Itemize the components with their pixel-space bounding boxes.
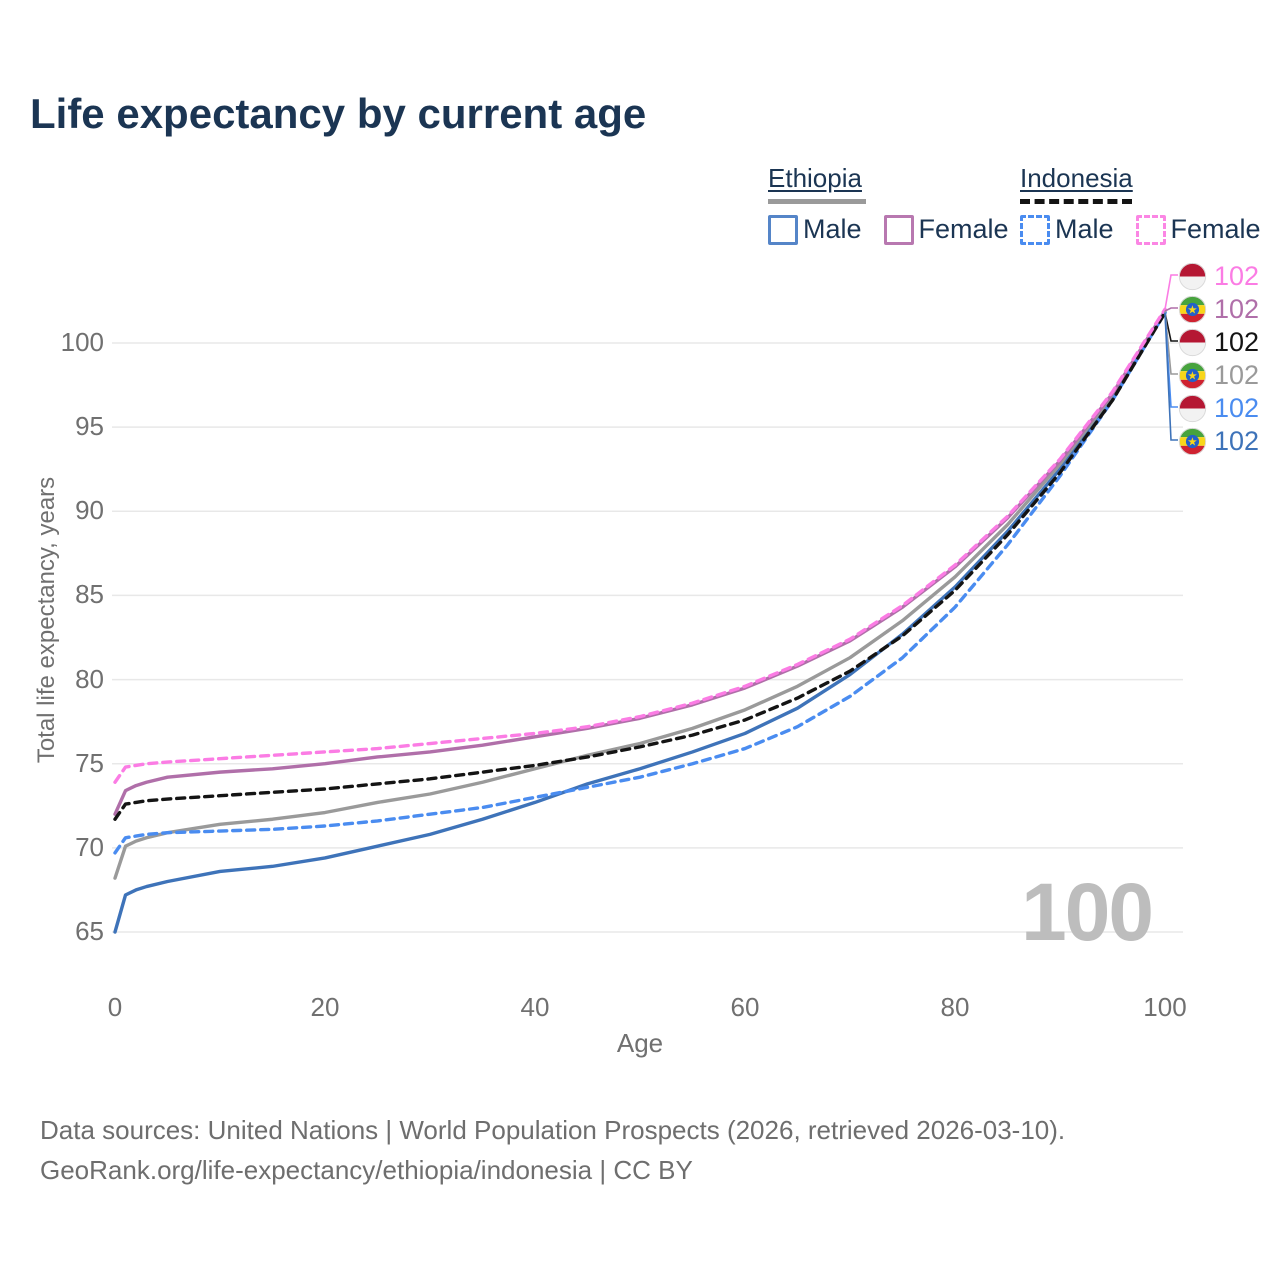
end-label-indonesia-female: 102 bbox=[1178, 261, 1259, 292]
legend-item-indonesia-male[interactable]: Male bbox=[1020, 214, 1114, 245]
legend-label-ethiopia-male: Male bbox=[803, 214, 862, 244]
end-label-indonesia-male: 102 bbox=[1178, 393, 1259, 424]
age-counter-watermark: 100 bbox=[1021, 867, 1154, 958]
series-line-indonesia-male bbox=[113, 311, 1167, 855]
x-tick-label: 40 bbox=[520, 992, 550, 1022]
legend-country-indonesia[interactable]: Indonesia bbox=[1020, 163, 1133, 193]
checkbox-indonesia-female[interactable] bbox=[1135, 214, 1166, 245]
series-line-indonesia-total bbox=[113, 311, 1167, 821]
footer-attribution: GeoRank.org/life-expectancy/ethiopia/ind… bbox=[40, 1155, 693, 1186]
footer: Data sources: United Nations | World Pop… bbox=[40, 1110, 1065, 1191]
end-label-ethiopia-total: ★ 102 bbox=[1178, 360, 1259, 391]
y-tick-label: 65 bbox=[75, 916, 104, 946]
ethiopia-flag-icon: ★ bbox=[1178, 427, 1207, 455]
end-label-leader-lines bbox=[1164, 274, 1178, 441]
end-label-indonesia-total: 102 bbox=[1178, 327, 1259, 358]
series-lines bbox=[113, 307, 1167, 934]
y-tick-label: 70 bbox=[75, 831, 104, 862]
leader-line bbox=[1164, 312, 1178, 342]
x-tick-label: 60 bbox=[730, 992, 760, 1022]
y-tick-label: 80 bbox=[75, 663, 104, 694]
x-tick-label: 20 bbox=[310, 992, 340, 1022]
x-tick-label: 100 bbox=[1143, 992, 1187, 1022]
x-axis-title: Age bbox=[616, 1028, 664, 1058]
indonesia-flag-icon bbox=[1178, 394, 1207, 422]
end-label-value: 102 bbox=[1214, 326, 1260, 357]
svg-text:★: ★ bbox=[1187, 369, 1197, 382]
checkbox-indonesia-male[interactable] bbox=[1020, 214, 1050, 245]
legend-line-sample-ethiopia bbox=[768, 199, 866, 204]
end-label-value: 102 bbox=[1214, 392, 1260, 423]
x-tick-label: 80 bbox=[940, 992, 970, 1022]
end-label-ethiopia-male: ★ 102 bbox=[1178, 426, 1259, 457]
indonesia-flag-icon bbox=[1178, 328, 1207, 356]
legend-row-indonesia: Male Female bbox=[1020, 214, 1280, 245]
page-title: Life expectancy by current age bbox=[30, 90, 647, 137]
leader-line bbox=[1164, 312, 1178, 441]
series-line-ethiopia-female bbox=[113, 309, 1167, 816]
checkbox-ethiopia-female[interactable] bbox=[883, 214, 914, 245]
leader-line bbox=[1164, 274, 1178, 310]
legend-item-ethiopia-female[interactable]: Female bbox=[883, 214, 1009, 245]
footer-data-sources: Data sources: United Nations | World Pop… bbox=[40, 1115, 1066, 1145]
end-label-value: 102 bbox=[1214, 293, 1260, 324]
end-label-value: 102 bbox=[1214, 260, 1260, 291]
legend-item-ethiopia-male[interactable]: Male bbox=[768, 214, 862, 245]
y-tick-label: 95 bbox=[75, 411, 104, 442]
x-tick-label: 0 bbox=[107, 992, 123, 1022]
legend-label-ethiopia-female: Female bbox=[918, 214, 1009, 244]
ethiopia-flag-icon: ★ bbox=[1178, 361, 1207, 389]
checkbox-ethiopia-male[interactable] bbox=[768, 214, 798, 245]
indonesia-flag-icon bbox=[1178, 262, 1207, 290]
svg-text:★: ★ bbox=[1187, 435, 1197, 448]
legend-label-indonesia-female: Female bbox=[1170, 214, 1261, 244]
series-line-ethiopia-male bbox=[113, 311, 1167, 934]
y-tick-label: 85 bbox=[75, 579, 104, 610]
y-tick-label: 100 bbox=[60, 327, 104, 357]
legend-group-ethiopia: Ethiopia Male Female bbox=[768, 163, 1031, 245]
svg-text:★: ★ bbox=[1187, 303, 1197, 316]
end-label-value: 102 bbox=[1214, 359, 1260, 390]
legend-line-sample-indonesia bbox=[1020, 199, 1132, 204]
series-line-indonesia-female bbox=[113, 307, 1167, 784]
end-label-value: 102 bbox=[1214, 425, 1260, 456]
ethiopia-flag-icon: ★ bbox=[1178, 295, 1207, 323]
leader-line bbox=[1164, 307, 1178, 312]
legend-country-ethiopia[interactable]: Ethiopia bbox=[768, 163, 862, 193]
gridlines bbox=[112, 342, 1183, 933]
series-line-ethiopia-total bbox=[113, 309, 1167, 880]
y-tick-label: 75 bbox=[75, 747, 104, 778]
y-tick-label: 90 bbox=[75, 495, 104, 526]
end-label-ethiopia-female: ★ 102 bbox=[1178, 294, 1259, 325]
legend-label-indonesia-male: Male bbox=[1055, 214, 1114, 244]
legend-row-ethiopia: Male Female bbox=[768, 214, 1031, 245]
legend-group-indonesia: Indonesia Male Female bbox=[1020, 163, 1280, 245]
legend-item-indonesia-female[interactable]: Female bbox=[1135, 214, 1261, 245]
